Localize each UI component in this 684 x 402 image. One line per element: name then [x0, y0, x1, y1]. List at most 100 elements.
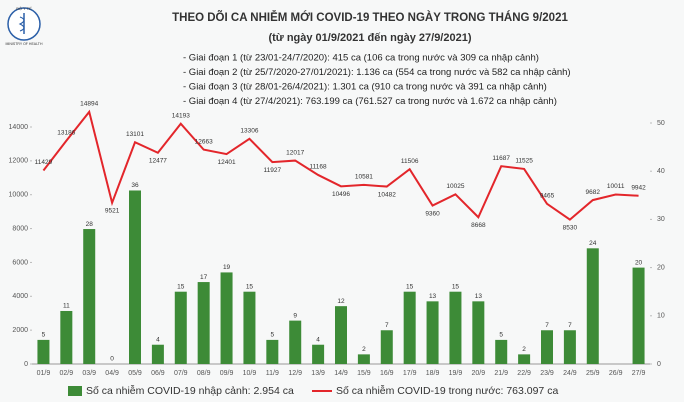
- x-tick-label: 25/9: [586, 370, 600, 377]
- x-tick-label: 19/9: [449, 370, 463, 377]
- bar: [151, 344, 164, 364]
- x-tick-label: 15/9: [357, 370, 371, 377]
- line-value-label: 9465: [540, 192, 555, 199]
- x-tick-label: 05/9: [128, 370, 142, 377]
- x-tick-label: 14/9: [334, 370, 348, 377]
- x-tick-label: 18/9: [426, 370, 440, 377]
- bar-value-label: 15: [246, 283, 254, 290]
- bar-value-label: 15: [406, 283, 414, 290]
- y-tick-label: 8000: [12, 225, 28, 232]
- annotation: - Giai đoạn 3 (từ 28/01-26/4/2021): 1.30…: [183, 82, 547, 93]
- bar: [37, 339, 50, 364]
- x-tick-label: 26/9: [609, 370, 623, 377]
- y2-tick-label: 40: [657, 168, 665, 175]
- line-value-label: 11506: [401, 158, 419, 165]
- x-tick-label: 20/9: [472, 370, 486, 377]
- bar: [426, 301, 439, 364]
- bar: [632, 267, 645, 364]
- bar-value-label: 12: [337, 298, 345, 305]
- line-value-label: 9942: [631, 184, 646, 191]
- bar-value-label: 24: [589, 240, 597, 247]
- bar: [197, 282, 210, 364]
- x-tick-label: 11/9: [266, 370, 279, 377]
- x-tick-label: 12/9: [288, 370, 302, 377]
- line-value-label: 13186: [57, 129, 75, 136]
- x-tick-label: 08/9: [197, 370, 211, 377]
- legend-label: Số ca nhiễm COVID-19 nhập cảnh: 2.954 ca: [86, 384, 294, 397]
- line-value-label: 10581: [355, 174, 373, 181]
- bar-value-label: 17: [200, 274, 208, 281]
- y-tick-label: 12000: [9, 158, 29, 165]
- line-value-label: 10011: [607, 183, 625, 190]
- x-tick-label: 09/9: [220, 370, 234, 377]
- bar: [403, 291, 416, 364]
- bar: [243, 291, 256, 364]
- y-tick-label: 10000: [9, 192, 29, 199]
- bar-value-label: 7: [385, 322, 389, 329]
- line: [42, 109, 639, 221]
- bar-value-label: 7: [545, 322, 549, 329]
- bar: [449, 291, 462, 364]
- bar-value-label: 2: [522, 346, 526, 353]
- bar: [174, 291, 187, 364]
- bar: [541, 330, 553, 364]
- line-value-label: 9521: [105, 208, 120, 215]
- y2-tick-label: 0: [657, 361, 661, 368]
- bar-value-label: 15: [177, 283, 185, 290]
- bar: [266, 339, 279, 364]
- line-value-label: 11429: [35, 159, 53, 166]
- bar-value-label: 9: [293, 312, 297, 319]
- y-tick-label: 2000: [12, 327, 28, 334]
- x-tick-label: 06/9: [151, 370, 165, 377]
- bar: [83, 229, 96, 364]
- logo-bottom: MINISTRY OF HEALTH: [6, 42, 43, 46]
- line-value-label: 14894: [80, 101, 98, 108]
- legend-label: Số ca nhiễm COVID-19 trong nước: 763.097…: [336, 384, 558, 397]
- x-tick-label: 23/9: [540, 370, 554, 377]
- bar: [220, 272, 233, 364]
- x-tick-label: 03/9: [82, 370, 96, 377]
- bar: [563, 330, 576, 364]
- bar: [357, 354, 370, 364]
- bar-value-label: 13: [475, 293, 483, 300]
- y2-tick-label: 10: [657, 313, 665, 320]
- bar: [129, 190, 141, 364]
- logo: BỘ Y TẾ MINISTRY OF HEALTH: [6, 6, 43, 46]
- line-value-label: 11168: [310, 164, 327, 171]
- bar: [60, 310, 73, 364]
- line-value-label: 9360: [425, 210, 440, 217]
- bar: [472, 301, 485, 364]
- x-tick-label: 17/9: [403, 370, 417, 377]
- annotation: - Giai đoạn 2 (từ 25/7/2020-27/01/2021):…: [183, 67, 571, 78]
- bar-value-label: 15: [452, 283, 460, 290]
- x-tick-label: 27/9: [632, 370, 646, 377]
- line-value-label: 12477: [149, 158, 167, 165]
- line-value-label: 9682: [586, 189, 601, 196]
- bar: [586, 248, 599, 364]
- x-tick-label: 16/9: [380, 370, 394, 377]
- annotation: - Giai đoạn 1 (từ 23/01-24/7/2020): 415 …: [183, 53, 539, 64]
- x-tick-label: 24/9: [563, 370, 577, 377]
- bar-value-label: 20: [635, 259, 643, 266]
- line-value-label: 12401: [218, 159, 236, 166]
- y-tick-label: 14000: [9, 124, 29, 131]
- x-tick-label: 21/9: [494, 370, 508, 377]
- line-value-label: 11927: [264, 167, 282, 174]
- y2-tick-label: 30: [657, 216, 665, 223]
- x-tick-label: 04/9: [105, 370, 119, 377]
- bar-value-label: 5: [271, 332, 275, 339]
- line-value-label: 13101: [126, 131, 144, 138]
- chart-subtitle: (từ ngày 01/9/2021 đến ngày 27/9/2021): [268, 32, 471, 44]
- line-value-label: 12663: [195, 138, 213, 145]
- bar-value-label: 5: [42, 332, 46, 339]
- x-tick-label: 13/9: [311, 370, 325, 377]
- line-value-label: 14193: [172, 112, 190, 119]
- line-value-label: 10482: [378, 191, 396, 198]
- line-value-label: 10025: [446, 183, 464, 190]
- line-value-label: 13306: [240, 127, 258, 134]
- bar: [380, 330, 393, 364]
- line-value-label: 12017: [286, 149, 304, 156]
- bar-value-label: 4: [316, 336, 320, 343]
- logo-snake: [18, 16, 25, 32]
